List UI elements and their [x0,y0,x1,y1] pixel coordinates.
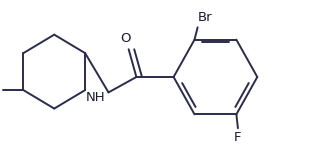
Text: O: O [120,32,131,45]
Text: NH: NH [86,91,105,104]
Text: Br: Br [198,11,212,24]
Text: F: F [234,131,242,144]
